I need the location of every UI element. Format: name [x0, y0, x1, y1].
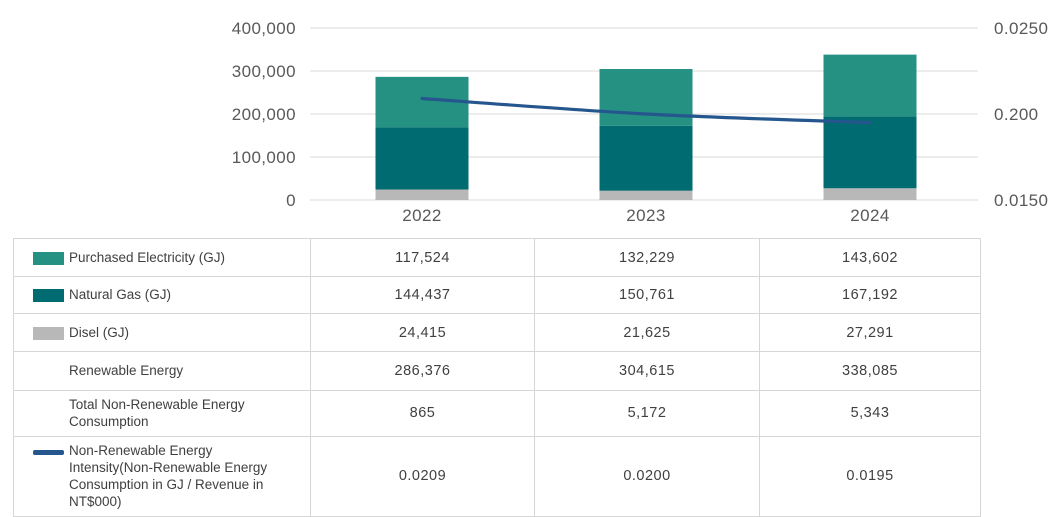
row-label: Renewable Energy: [69, 363, 184, 379]
value-cell-2022: 0.0209: [310, 435, 535, 517]
value-cell-2022: 24,415: [310, 313, 535, 352]
table-row-intensity: Non-Renewable Energy Intensity(Non-Renew…: [13, 435, 981, 517]
value-cell-2024: 338,085: [759, 351, 981, 391]
table-row-diesel: Disel (GJ) 24,415 21,625 27,291: [13, 313, 981, 352]
x-axis-label-2022: 2022: [402, 206, 441, 225]
row-header-cell: Disel (GJ): [13, 313, 311, 352]
row-label: Disel (GJ): [69, 324, 129, 340]
row-label: Total Non-Renewable Energy Consumption: [69, 397, 245, 430]
left-axis-tick-label: 0: [286, 191, 296, 210]
row-header-cell: Renewable Energy: [13, 351, 311, 391]
left-axis-tick-label: 100,000: [232, 148, 296, 167]
right-axis-tick-label: 0.0250: [994, 19, 1048, 38]
bar-segment-natural-gas-gj--2023: [599, 125, 693, 191]
bar-segment-disel-gj--2022: [375, 189, 469, 200]
value-cell-2022: 144,437: [310, 276, 535, 314]
row-header-cell: Non-Renewable Energy Intensity(Non-Renew…: [13, 435, 311, 517]
table-row-renewable-energy: Renewable Energy 286,376 304,615 338,085: [13, 351, 981, 391]
left-axis-tick-label: 200,000: [232, 105, 296, 124]
value-cell-2023: 5,172: [534, 390, 760, 437]
value-cell-2023: 304,615: [534, 351, 760, 391]
value-cell-2022: 286,376: [310, 351, 535, 391]
intensity-line: [420, 96, 872, 125]
bar-segment-purchased-electricity-gj--2023: [599, 69, 693, 126]
energy-consumption-chart: 400,000 300,000 200,000 100,000 0 0.0250 0.200…: [0, 0, 1060, 235]
value-cell-2022: 117,524: [310, 238, 535, 277]
row-label: Non-Renewable Energy Intensity(Non-Renew…: [69, 442, 268, 510]
row-header-cell: Total Non-Renewable Energy Consumption: [13, 390, 311, 437]
legend-swatch-natural-gas-icon: [33, 289, 64, 302]
value-cell-2023: 132,229: [534, 238, 760, 277]
table-row-purchased-electricity: Purchased Electricity (GJ) 117,524 132,2…: [13, 238, 981, 277]
value-cell-2024: 27,291: [759, 313, 981, 352]
value-cell-2024: 5,343: [759, 390, 981, 437]
left-axis-tick-label: 300,000: [232, 62, 296, 81]
combo-chart-canvas: 400,000 300,000 200,000 100,000 0 0.0250 0.200…: [232, 19, 1048, 225]
bar-segment-natural-gas-gj--2022: [375, 127, 469, 190]
bar-segment-natural-gas-gj--2024: [823, 116, 917, 189]
legend-swatch-diesel-icon: [33, 326, 64, 340]
x-axis-label-2024: 2024: [850, 206, 889, 225]
legend-swatch-purchased-electricity-icon: [33, 251, 64, 265]
right-axis-tick-label: 0.0150: [994, 191, 1048, 210]
row-label: Natural Gas (GJ): [69, 287, 172, 303]
row-header-cell: Natural Gas (GJ): [13, 276, 311, 314]
value-cell-2024: 167,192: [759, 276, 981, 314]
right-axis-tick-label: 0.200: [994, 105, 1039, 124]
value-cell-2023: 21,625: [534, 313, 760, 352]
table-row-natural-gas: Natural Gas (GJ) 144,437 150,761 167,192: [13, 276, 981, 314]
energy-data-table: Purchased Electricity (GJ) 117,524 132,2…: [13, 238, 981, 517]
left-axis-tick-label: 400,000: [232, 19, 296, 38]
row-header-cell: Purchased Electricity (GJ): [13, 238, 311, 277]
bar-segment-disel-gj--2023: [599, 190, 693, 200]
value-cell-2023: 0.0200: [534, 435, 760, 517]
value-cell-2024: 0.0195: [759, 435, 981, 517]
legend-swatch-intensity-line-icon: [33, 449, 64, 455]
bar-segment-purchased-electricity-gj--2024: [823, 54, 917, 117]
table-row-total-nonrenewable: Total Non-Renewable Energy Consumption 8…: [13, 390, 981, 437]
row-label: Purchased Electricity (GJ): [69, 249, 226, 265]
x-axis-label-2023: 2023: [626, 206, 665, 225]
value-cell-2022: 865: [310, 390, 535, 437]
value-cell-2024: 143,602: [759, 238, 981, 277]
value-cell-2023: 150,761: [534, 276, 760, 314]
bar-segment-disel-gj--2024: [823, 188, 917, 200]
